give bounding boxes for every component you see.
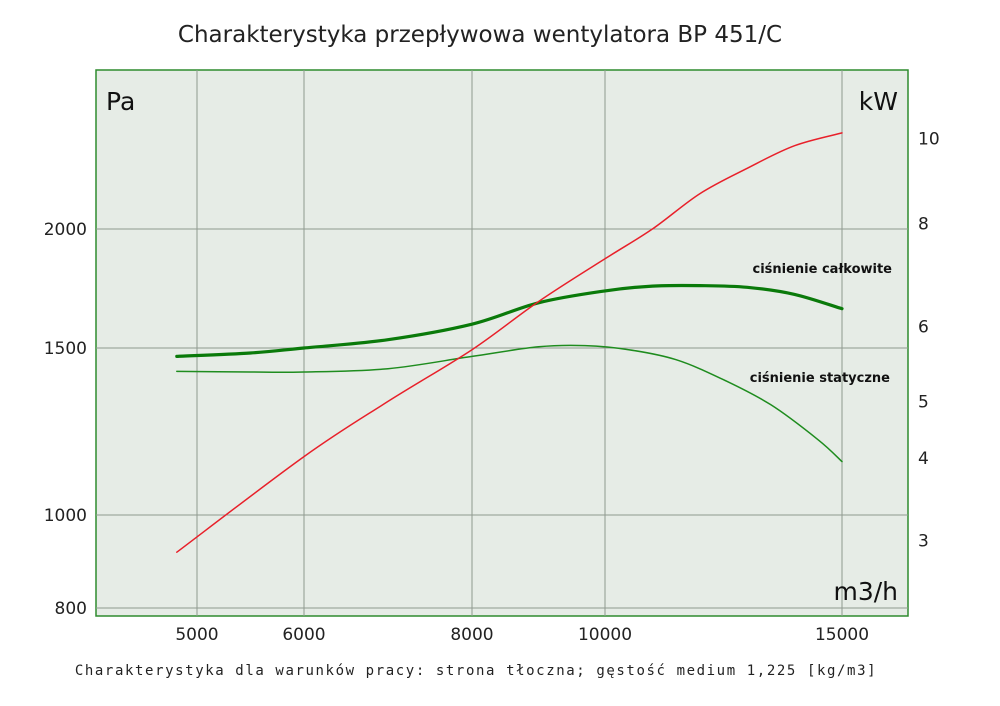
y-axis-right-unit: kW — [859, 87, 898, 116]
y-right-tick-label: 10 — [918, 130, 940, 150]
y-left-tick-label: 1000 — [44, 506, 87, 526]
tick-labels: 5000 6000 8000 10000 15000 800 1000 1500 2000 10 8… — [44, 130, 940, 645]
y-left-tick-label: 800 — [55, 599, 87, 619]
y-right-tick-label: 3 — [918, 532, 929, 552]
y-right-tick-label: 6 — [918, 318, 929, 338]
plot-area — [95, 69, 909, 617]
series-total-pressure — [175, 283, 844, 358]
y-right-tick-label: 8 — [918, 214, 929, 234]
x-tick-label: 8000 — [450, 625, 493, 645]
grid — [96, 70, 908, 616]
chart-note: Charakterystyka dla warunków pracy: stro… — [75, 663, 877, 679]
y-right-tick-label: 4 — [918, 449, 929, 469]
x-tick-label: 15000 — [815, 625, 869, 645]
x-tick-label: 5000 — [175, 625, 218, 645]
y-axis-left-unit: Pa — [106, 87, 135, 116]
series-layer — [175, 132, 844, 553]
x-tick-label: 10000 — [578, 625, 632, 645]
y-left-tick-label: 1500 — [44, 339, 87, 359]
series-static-pressure — [176, 344, 843, 463]
label-static-pressure: ciśnienie statyczne — [750, 371, 890, 386]
label-total-pressure: ciśnienie całkowite — [752, 262, 892, 277]
x-tick-label: 6000 — [282, 625, 325, 645]
y-right-tick-label: 5 — [918, 392, 929, 412]
x-axis-unit: m3/h — [833, 577, 898, 606]
y-left-tick-label: 2000 — [44, 220, 87, 240]
chart-title: Charakterystyka przepływowa wentylatora … — [178, 22, 782, 48]
series-power — [176, 132, 843, 553]
